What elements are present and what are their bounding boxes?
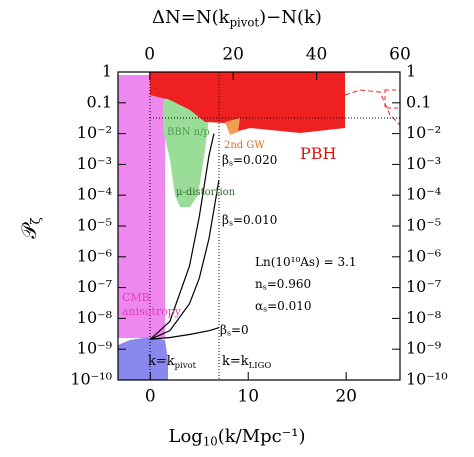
y-tick-label-right: 1 — [406, 62, 416, 81]
y-tick-label: 1 — [102, 62, 112, 81]
y-tick-label-right: 10⁻⁷ — [406, 277, 441, 296]
label-part: )−N(k) — [259, 7, 322, 28]
annotation: PBH — [300, 144, 337, 163]
label-part: β — [222, 213, 229, 227]
annotation: αs=0.010 — [255, 299, 312, 314]
pbh-region — [150, 72, 345, 133]
y-tick-label: 0.1 — [87, 92, 112, 111]
x2-axis-label: ΔN=N(kpivot)−N(k) — [152, 7, 322, 29]
y-tick-label: 10⁻⁸ — [77, 308, 112, 327]
label-part: 10 — [203, 434, 218, 448]
curve-label: βs=0.010 — [222, 213, 277, 228]
label-part: 2nd GW — [224, 140, 265, 151]
label-part: =0.010 — [267, 299, 311, 313]
x-tick-label: 10 — [237, 387, 259, 407]
x2-tick-label: 0 — [144, 45, 155, 65]
curve-label: βs=0 — [220, 323, 249, 338]
label-part: n — [255, 277, 263, 291]
annotation: anisotropy — [122, 305, 182, 318]
x-tick-label: 0 — [145, 387, 156, 407]
y-tick-label: 10⁻⁷ — [77, 277, 112, 296]
label-part: =0.010 — [233, 213, 277, 227]
annotation: CMB — [122, 291, 150, 304]
label-part: (k/Mpc⁻¹) — [218, 426, 306, 447]
label-part: =0 — [231, 323, 249, 337]
annotation: ns=0.960 — [255, 277, 311, 292]
label-part: 𝒫 — [17, 222, 41, 239]
curve — [149, 133, 215, 340]
label-part: BBN n/p — [167, 127, 210, 138]
annotation: μ-distortion — [176, 187, 236, 198]
label-part: β — [220, 323, 227, 337]
label-part: s — [263, 305, 267, 314]
label-part: Ln(10¹⁰As) = 3.1 — [255, 255, 357, 269]
y-tick-label-right: 10⁻⁵ — [406, 216, 441, 235]
cmb-region — [118, 75, 165, 338]
x-tick-label: 20 — [335, 387, 357, 407]
y-tick-label: 10⁻⁹ — [77, 339, 113, 358]
label-part: ΔN=N(k — [152, 7, 231, 28]
y-tick-label-right: 10⁻⁴ — [406, 185, 441, 204]
label-part: k=k — [148, 354, 175, 369]
label-part: μ-distortion — [176, 187, 236, 198]
label-part: pivot — [230, 15, 260, 29]
y-tick-label: 10⁻² — [77, 123, 112, 142]
mu-distortion-region — [163, 100, 210, 207]
pbh-dashed — [344, 89, 401, 126]
curve — [150, 180, 220, 340]
label-part: α — [255, 299, 263, 313]
y-tick-label-right: 0.1 — [406, 92, 431, 111]
label-part: pivot — [175, 359, 197, 369]
y-tick-label-right: 10⁻¹⁰ — [406, 370, 448, 389]
x2-tick-label: 40 — [306, 45, 328, 65]
annotation: k=kpivot — [148, 354, 197, 370]
label-part: k=k — [222, 354, 249, 369]
y-tick-label: 10⁻⁵ — [77, 216, 112, 235]
y-tick-label-right: 10⁻⁶ — [406, 246, 441, 265]
label-part: s — [227, 329, 231, 338]
label-part: CMB — [122, 291, 150, 304]
label-part: =0.020 — [233, 153, 277, 167]
y-tick-label-right: 10⁻² — [406, 123, 441, 142]
x-axis-label: Log10(k/Mpc⁻¹) — [169, 426, 306, 448]
label-part: β — [222, 153, 229, 167]
label-part: PBH — [300, 144, 337, 163]
y-tick-label-right: 10⁻⁹ — [406, 339, 442, 358]
y-tick-label-right: 10⁻³ — [406, 154, 441, 173]
x2-tick-label: 20 — [222, 45, 244, 65]
y-axis-label: 𝒫ζ — [17, 217, 44, 238]
gw-region — [225, 118, 240, 135]
y-tick-label: 10⁻⁶ — [77, 246, 112, 265]
label-part: s — [263, 283, 267, 292]
y-tick-label: 10⁻¹⁰ — [70, 370, 112, 389]
y-tick-label: 10⁻⁴ — [77, 185, 112, 204]
label-part: Log — [169, 426, 203, 447]
label-part: s — [229, 219, 233, 228]
label-part: ζ — [29, 217, 44, 224]
curve-label: βs=0.020 — [222, 153, 277, 168]
annotation: 2nd GW — [224, 140, 265, 151]
x2-tick-label: 60 — [389, 45, 411, 65]
planck-region — [118, 337, 168, 380]
pbh-dashed-box — [384, 89, 401, 109]
label-part: LIGO — [249, 359, 272, 369]
annotation: BBN n/p — [167, 127, 210, 138]
annotation: Ln(10¹⁰As) = 3.1 — [255, 255, 357, 269]
curve — [150, 327, 220, 340]
y-tick-label-right: 10⁻⁸ — [406, 308, 441, 327]
label-part: =0.960 — [267, 277, 311, 291]
label-part: anisotropy — [122, 305, 182, 318]
y-tick-label: 10⁻³ — [77, 154, 112, 173]
annotation: k=kLIGO — [222, 354, 271, 370]
label-part: s — [229, 159, 233, 168]
regions — [118, 72, 401, 380]
